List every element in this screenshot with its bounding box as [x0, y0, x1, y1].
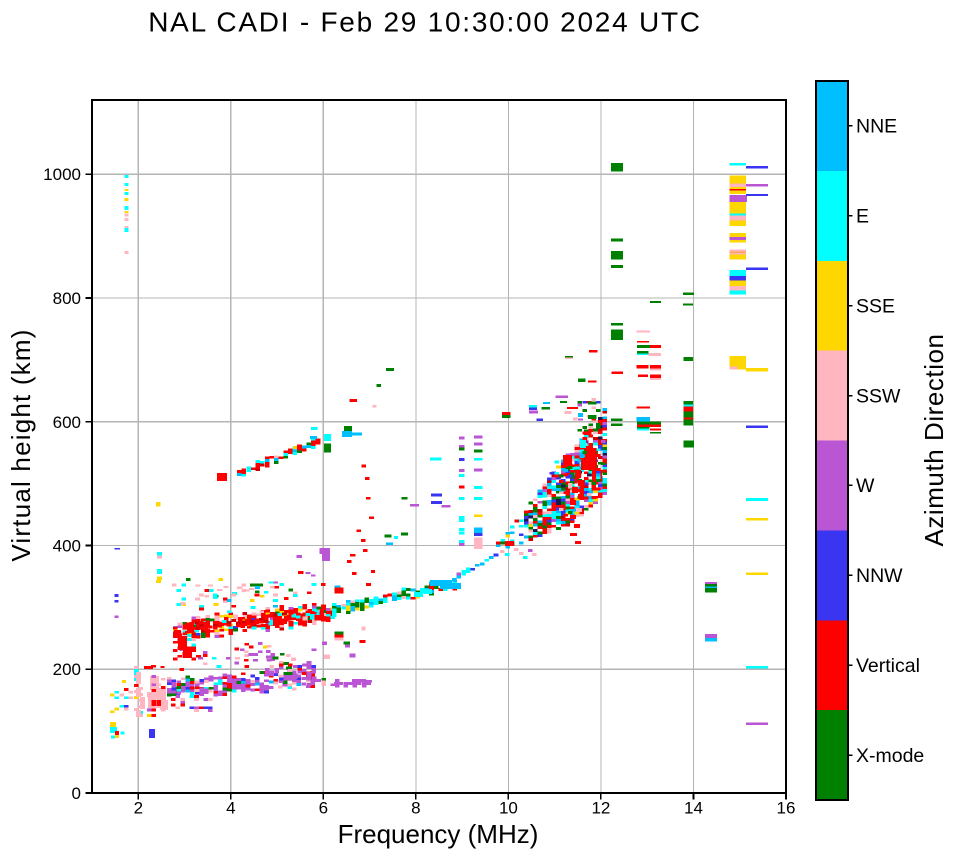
svg-text:0: 0	[72, 784, 81, 803]
svg-text:14: 14	[684, 799, 703, 818]
svg-text:X-mode: X-mode	[856, 745, 924, 767]
svg-text:Vertical: Vertical	[856, 655, 920, 677]
svg-text:4: 4	[226, 799, 235, 818]
svg-text:Virtual height (km): Virtual height (km)	[6, 328, 36, 561]
svg-text:800: 800	[53, 289, 81, 308]
svg-text:10: 10	[499, 799, 518, 818]
svg-text:NNE: NNE	[856, 116, 897, 138]
svg-text:1000: 1000	[43, 165, 81, 184]
svg-text:SSE: SSE	[856, 295, 895, 317]
svg-text:Frequency (MHz): Frequency (MHz)	[338, 819, 539, 849]
svg-text:16: 16	[777, 799, 796, 818]
svg-text:NNW: NNW	[856, 565, 903, 587]
svg-text:400: 400	[53, 537, 81, 556]
svg-text:NAL CADI - Feb 29 10:30:00 202: NAL CADI - Feb 29 10:30:00 2024 UTC	[148, 7, 702, 38]
svg-text:2: 2	[134, 799, 143, 818]
svg-text:6: 6	[319, 799, 328, 818]
svg-text:12: 12	[591, 799, 610, 818]
svg-text:SSW: SSW	[856, 385, 901, 407]
svg-text:W: W	[856, 475, 875, 497]
svg-text:600: 600	[53, 413, 81, 432]
svg-text:8: 8	[411, 799, 420, 818]
svg-text:200: 200	[53, 660, 81, 679]
svg-text:Azimuth Direction: Azimuth Direction	[919, 333, 949, 546]
svg-text:E: E	[856, 206, 869, 228]
